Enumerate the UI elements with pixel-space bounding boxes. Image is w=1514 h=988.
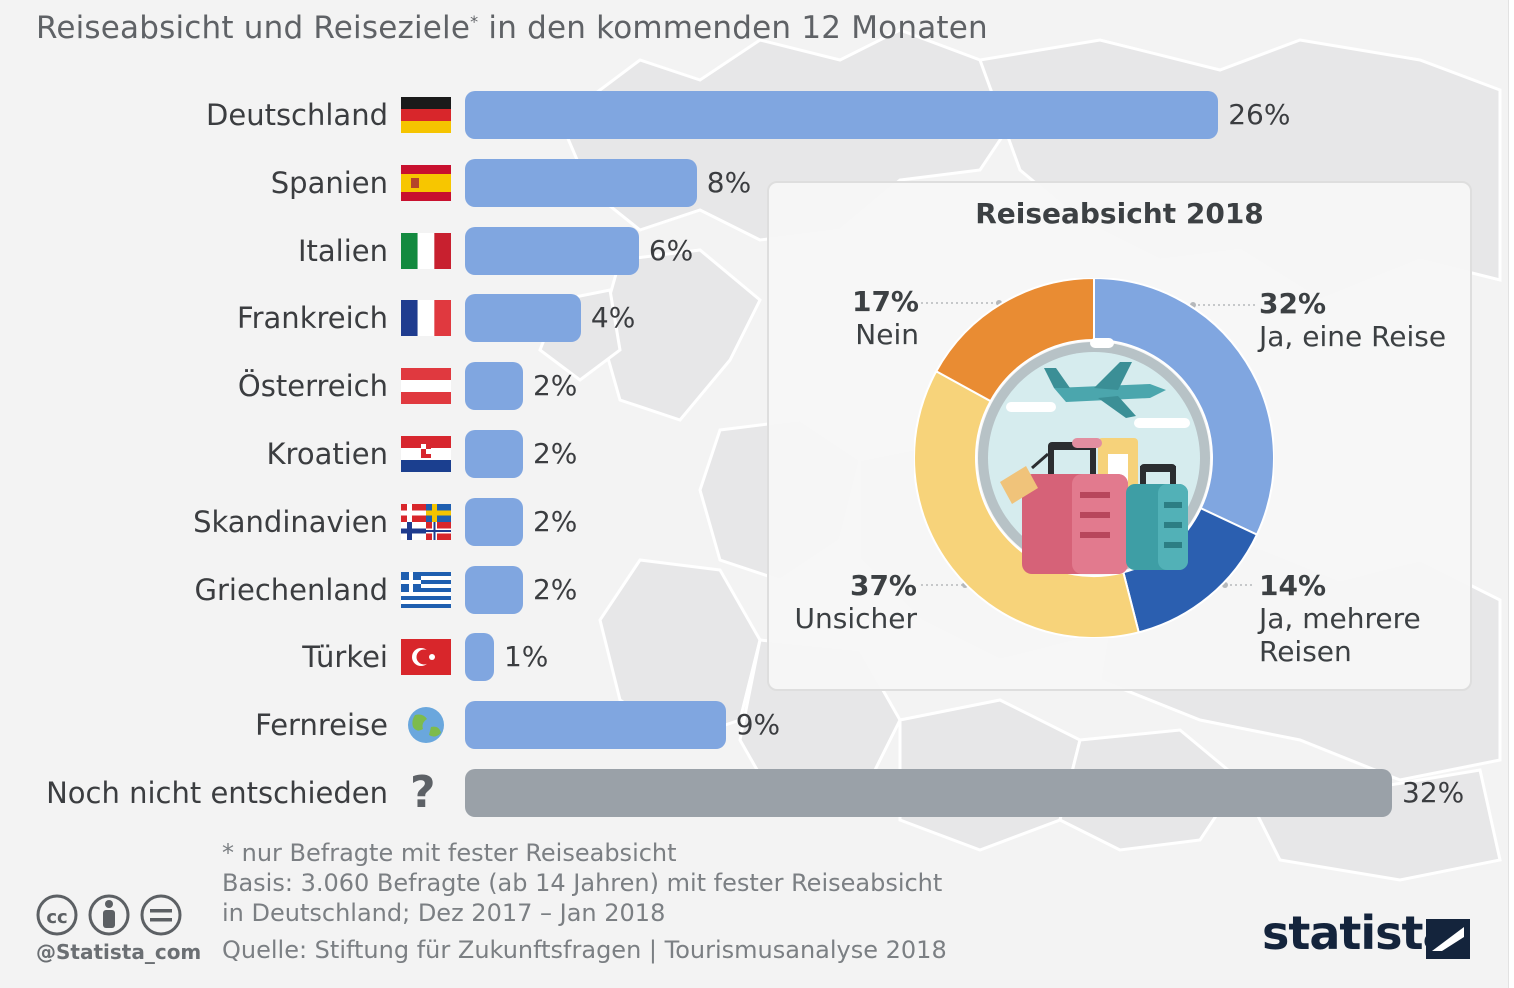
cc-icon [36,894,78,936]
bar-label: Spanien [270,166,388,200]
right-edge [1508,0,1514,988]
bar-row-frankreich: Frankreich 4% [0,293,1514,343]
statista-logo-icon [1426,919,1470,959]
travel-luggage-icon [988,338,1200,574]
bar-row-griechenland: Griechenland 2% [0,565,1514,615]
bar-label: Österreich [237,369,388,403]
svg-text:cc: cc [46,907,67,928]
globe-icon [408,707,444,743]
bar-value-label: 2% [532,437,578,470]
bar [465,159,697,207]
bar-value-label: 8% [706,166,752,199]
bar-row-tuerkei: Türkei 1% [0,632,1514,682]
flag-croatia-icon [401,436,451,472]
flag-italy-icon [401,233,451,269]
bar [465,769,1392,817]
bar [465,294,581,342]
flag-austria-icon [401,368,451,404]
bar [465,91,1219,139]
bar [465,633,494,681]
bar-label: Kroatien [266,437,388,471]
bar-value-label: 4% [590,301,636,334]
donut-slice-nein [934,278,1095,403]
bar-label: Noch nicht entschieden [46,776,388,810]
bar [465,498,523,546]
donut-inset: Reiseabsicht 2018 [767,181,1472,691]
bar-row-kroatien: Kroatien 2% [0,429,1514,479]
cc-license-icons: cc [36,894,182,936]
footnote-line-1: * nur Befragte mit fester Reiseabsicht [222,839,677,867]
flag-turkey-icon [401,639,451,675]
bar-label: Frankreich [237,301,388,335]
bar-label: Griechenland [194,573,388,607]
flag-germany-icon [401,97,451,133]
bar-label: Türkei [302,640,388,674]
flags-scandinavia-icon [401,504,451,540]
bar-value-label: 26% [1228,98,1291,131]
bar-row-spanien: Spanien 8% [0,158,1514,208]
chart-title: Reiseabsicht und Reiseziele* in den komm… [36,10,988,46]
bar-value-label: 6% [648,234,694,267]
bar [465,362,523,410]
footnote-line-2: Basis: 3.060 Befragte (ab 14 Jahren) mit… [222,869,943,897]
bar-label: Skandinavien [193,505,388,539]
bar [465,701,726,749]
question-mark-icon: ? [410,767,436,818]
bar-row-fernreise: Fernreise 9% [0,700,1514,750]
label-nein: 17% Nein [851,285,919,351]
statista-handle: @Statista_com [36,940,202,964]
flag-spain-icon [401,165,451,201]
donut-slice-ja-eine-reise [1093,278,1274,536]
bar-row-italien: Italien 6% [0,226,1514,276]
bar-label: Italien [297,234,388,268]
source-text: Quelle: Stiftung für Zukunftsfragen | To… [222,936,947,964]
bar-label: Fernreise [255,708,388,742]
bar [465,227,639,275]
bar [465,430,523,478]
footnote: * nur Befragte mit fester Reiseabsicht B… [222,838,942,928]
bar-row-oesterreich: Österreich 2% [0,361,1514,411]
footnote-line-3: in Deutschland; Dez 2017 – Jan 2018 [222,899,666,927]
bar-row-noch-nicht-entschieden: Noch nicht entschieden? 32% [0,767,1514,818]
donut-chart [914,278,1274,638]
bar-row-skandinavien: Skandinavien 2% [0,497,1514,547]
bar-value-label: 1% [503,640,549,673]
donut-title: Reiseabsicht 2018 [975,197,1264,230]
bar-label: Deutschland [206,98,388,132]
bar-value-label: 2% [532,573,578,606]
statista-brand: statista [1262,906,1454,960]
label-ja-eine-reise: 32% Ja, eine Reise [1259,287,1447,353]
label-unsicher: 37% Unsicher [794,569,918,635]
bar-value-label: 9% [735,708,781,741]
bar [465,566,523,614]
bar-value-label: 32% [1402,776,1465,809]
bar-value-label: 2% [532,369,578,402]
flag-greece-icon [401,572,451,608]
flag-france-icon [401,300,451,336]
nd-icon [140,894,182,936]
label-ja-mehrere-reisen: 14% Ja, mehrere Reisen [1259,569,1421,668]
bar-row-deutschland: Deutschland 26% [0,90,1514,140]
label-leader-lines [921,300,1255,588]
by-icon [88,894,130,936]
bar-value-label: 2% [532,505,578,538]
